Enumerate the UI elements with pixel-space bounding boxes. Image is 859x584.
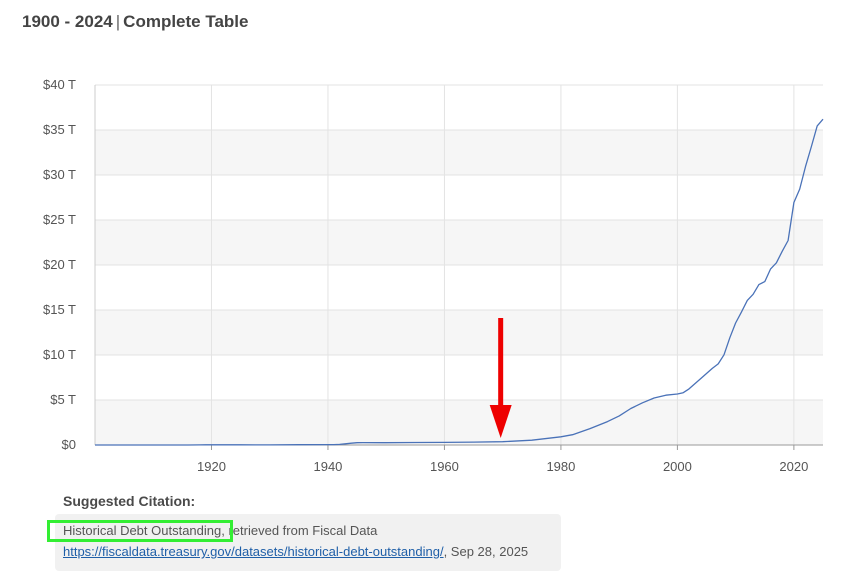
date-range-label: 1900 - 2024 xyxy=(22,12,113,31)
x-tick-label: 1960 xyxy=(430,459,459,474)
y-axis: $0 $5 T $10 T $15 T $20 T $25 T $30 T $35 T $40 … xyxy=(43,77,96,452)
grid-lines xyxy=(95,84,823,445)
grid-band xyxy=(95,310,823,355)
red-arrow-head xyxy=(489,405,512,438)
series-group xyxy=(95,118,824,446)
x-tick-label: 2000 xyxy=(663,459,692,474)
y-tick-label: $25 T xyxy=(43,212,76,227)
citation-date: , Sep 28, 2025 xyxy=(443,544,529,559)
y-tick-label: $10 T xyxy=(43,347,76,362)
x-tick-label: 1980 xyxy=(546,459,575,474)
x-tick-label: 1920 xyxy=(197,459,226,474)
complete-table-link[interactable]: Complete Table xyxy=(123,12,249,31)
header-separator: | xyxy=(115,12,121,31)
x-axis: 1920 1940 1960 1980 2000 2020 xyxy=(95,444,823,474)
citation-line-1: Historical Debt Outstanding, retrieved f… xyxy=(63,523,377,538)
chart-header: 1900 - 2024 | Complete Table xyxy=(22,12,249,32)
suggested-citation-heading: Suggested Citation: xyxy=(63,493,196,509)
grid-band xyxy=(95,400,823,445)
y-tick-label: $0 xyxy=(62,437,76,452)
citation-retrieved-text: , retrieved from Fiscal Data xyxy=(221,523,378,538)
x-tick-label: 1940 xyxy=(313,459,342,474)
citation-highlight-box xyxy=(47,520,233,542)
citation-line-2: https://fiscaldata.treasury.gov/datasets… xyxy=(63,544,528,559)
y-tick-label: $5 T xyxy=(50,392,76,407)
citation-dataset-name: Historical Debt Outstanding xyxy=(63,523,222,538)
debt-line-chart: $0 $5 T $10 T $15 T $20 T $25 T $30 T $35 T $40 … xyxy=(43,77,824,474)
grid-band xyxy=(95,130,823,175)
y-tick-label: $30 T xyxy=(43,167,76,182)
y-tick-label: $35 T xyxy=(43,122,76,137)
y-tick-label: $40 T xyxy=(43,77,76,92)
grid-band xyxy=(95,220,823,265)
grid-bands xyxy=(95,130,823,445)
citation-box: Historical Debt Outstanding, retrieved f… xyxy=(55,514,561,571)
y-tick-label: $15 T xyxy=(43,302,76,317)
debt-series-line xyxy=(95,118,824,446)
annotation-group xyxy=(489,318,512,438)
citation-url-link[interactable]: https://fiscaldata.treasury.gov/datasets… xyxy=(63,544,444,559)
x-tick-label: 2020 xyxy=(779,459,808,474)
y-tick-label: $20 T xyxy=(43,257,76,272)
